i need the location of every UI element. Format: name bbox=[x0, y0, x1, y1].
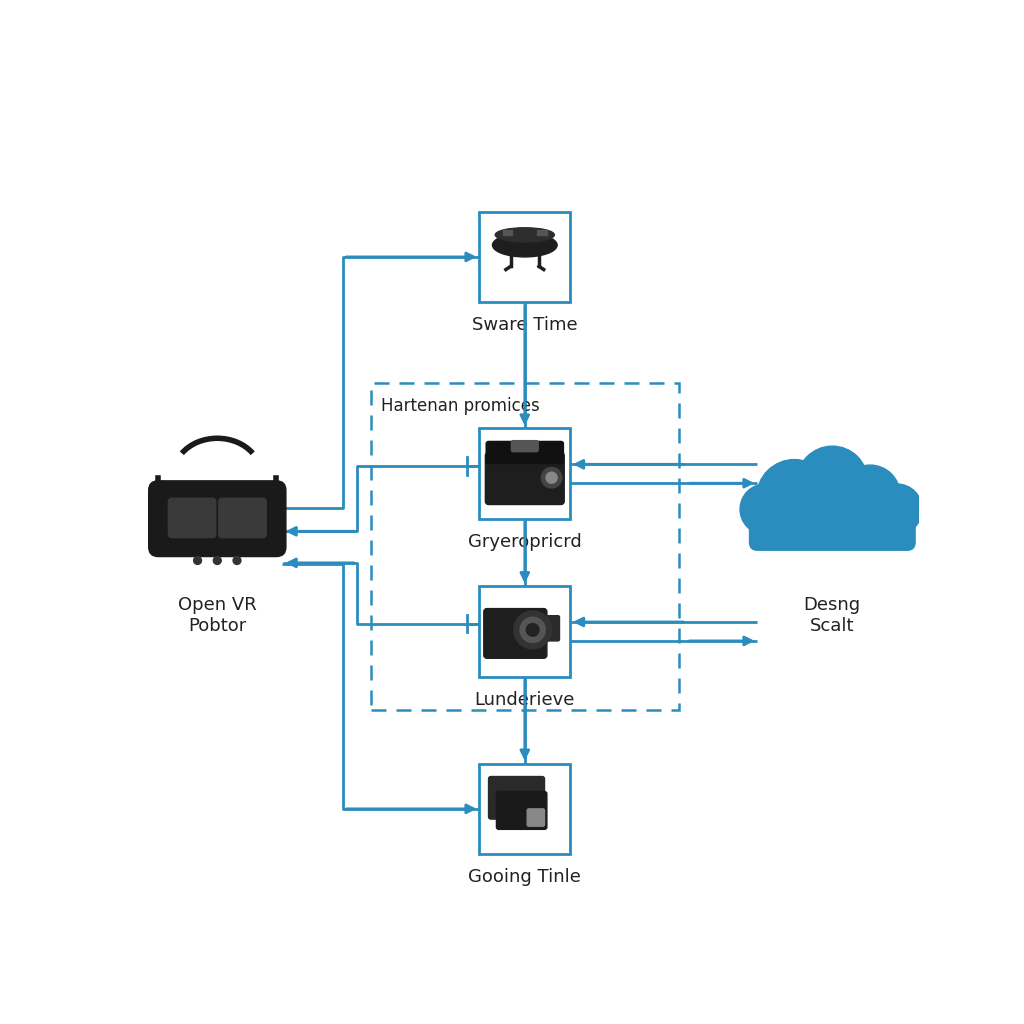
Circle shape bbox=[797, 446, 867, 517]
Text: Gooing Tinle: Gooing Tinle bbox=[468, 868, 582, 887]
Circle shape bbox=[757, 460, 833, 536]
Text: Open VR
Pobtor: Open VR Pobtor bbox=[178, 596, 257, 635]
FancyBboxPatch shape bbox=[479, 428, 570, 519]
FancyBboxPatch shape bbox=[488, 776, 545, 819]
FancyBboxPatch shape bbox=[479, 586, 570, 677]
FancyBboxPatch shape bbox=[219, 499, 266, 538]
Circle shape bbox=[841, 465, 900, 525]
Ellipse shape bbox=[493, 233, 557, 257]
Circle shape bbox=[514, 611, 552, 649]
Circle shape bbox=[740, 484, 791, 535]
FancyBboxPatch shape bbox=[485, 453, 564, 505]
Circle shape bbox=[542, 467, 562, 488]
Circle shape bbox=[546, 472, 557, 483]
Circle shape bbox=[233, 557, 241, 564]
FancyBboxPatch shape bbox=[486, 441, 563, 464]
FancyBboxPatch shape bbox=[527, 809, 545, 826]
FancyBboxPatch shape bbox=[148, 481, 286, 557]
Circle shape bbox=[526, 624, 539, 636]
Bar bbox=[503, 230, 512, 234]
FancyBboxPatch shape bbox=[546, 615, 559, 641]
FancyBboxPatch shape bbox=[479, 764, 570, 854]
FancyBboxPatch shape bbox=[483, 608, 547, 658]
FancyBboxPatch shape bbox=[511, 440, 539, 452]
FancyBboxPatch shape bbox=[479, 212, 570, 302]
Text: Gryeropricrd: Gryeropricrd bbox=[468, 534, 582, 551]
Text: Sware Time: Sware Time bbox=[472, 316, 578, 335]
FancyBboxPatch shape bbox=[497, 792, 547, 829]
FancyBboxPatch shape bbox=[750, 492, 915, 550]
FancyBboxPatch shape bbox=[168, 499, 216, 538]
Text: Lunderieve: Lunderieve bbox=[474, 691, 575, 709]
Circle shape bbox=[194, 557, 202, 564]
Bar bbox=[538, 230, 547, 234]
Circle shape bbox=[213, 557, 221, 564]
Text: Hartenan promices: Hartenan promices bbox=[381, 397, 540, 416]
Circle shape bbox=[520, 617, 546, 642]
Circle shape bbox=[871, 484, 923, 535]
Text: Desng
Scalt: Desng Scalt bbox=[804, 596, 861, 635]
Ellipse shape bbox=[496, 227, 554, 242]
